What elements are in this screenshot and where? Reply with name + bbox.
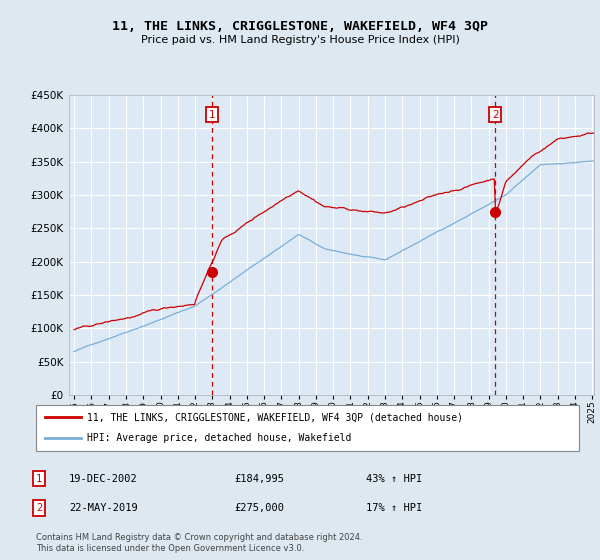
- Text: HPI: Average price, detached house, Wakefield: HPI: Average price, detached house, Wake…: [87, 433, 352, 444]
- Text: 22-MAY-2019: 22-MAY-2019: [69, 503, 138, 513]
- Text: Contains HM Land Registry data © Crown copyright and database right 2024.
This d: Contains HM Land Registry data © Crown c…: [36, 533, 362, 553]
- Text: £275,000: £275,000: [234, 503, 284, 513]
- Text: 19-DEC-2002: 19-DEC-2002: [69, 474, 138, 484]
- Text: 11, THE LINKS, CRIGGLESTONE, WAKEFIELD, WF4 3QP (detached house): 11, THE LINKS, CRIGGLESTONE, WAKEFIELD, …: [87, 412, 463, 422]
- Text: 1: 1: [209, 110, 215, 120]
- Text: 11, THE LINKS, CRIGGLESTONE, WAKEFIELD, WF4 3QP: 11, THE LINKS, CRIGGLESTONE, WAKEFIELD, …: [112, 20, 488, 33]
- Text: 43% ↑ HPI: 43% ↑ HPI: [366, 474, 422, 484]
- Text: 2: 2: [492, 110, 499, 120]
- Text: 2: 2: [36, 503, 42, 513]
- Text: Price paid vs. HM Land Registry's House Price Index (HPI): Price paid vs. HM Land Registry's House …: [140, 35, 460, 45]
- Text: 1: 1: [36, 474, 42, 484]
- Text: 17% ↑ HPI: 17% ↑ HPI: [366, 503, 422, 513]
- Text: £184,995: £184,995: [234, 474, 284, 484]
